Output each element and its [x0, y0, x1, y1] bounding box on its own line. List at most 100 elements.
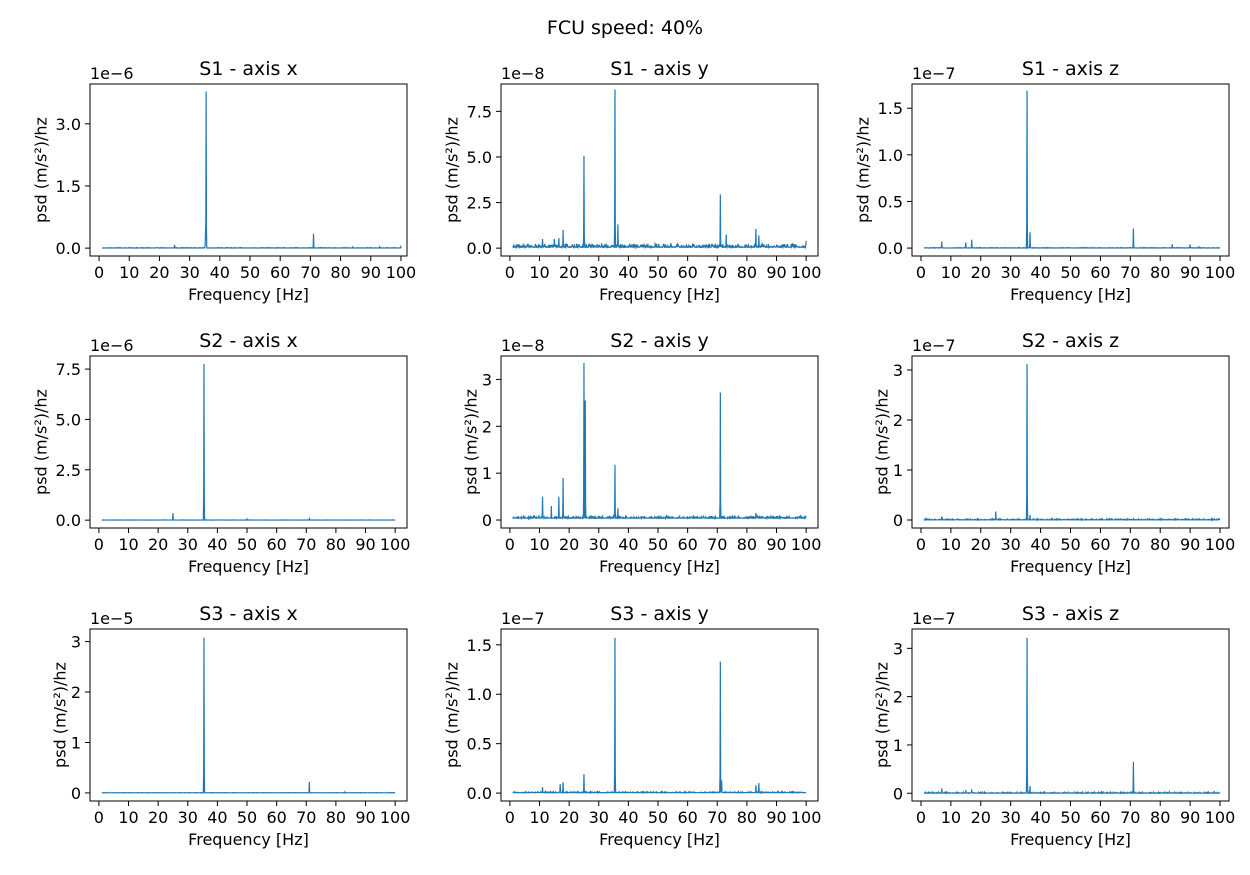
- y-tick-label: 0.5: [878, 192, 903, 211]
- plot-area: [912, 356, 1229, 528]
- y-tick-label: 1.0: [467, 685, 492, 704]
- x-axis-label: Frequency [Hz]: [599, 557, 720, 576]
- x-tick-label: 70: [707, 808, 727, 827]
- x-tick-label: 0: [94, 535, 104, 554]
- x-tick-label: 20: [559, 535, 579, 554]
- y-axis-offset-text: 1e−8: [501, 336, 545, 355]
- x-tick-label: 10: [529, 535, 549, 554]
- plot-area: [90, 356, 407, 528]
- x-tick-label: 90: [1180, 808, 1200, 827]
- x-tick-label: 30: [179, 263, 199, 282]
- x-tick-label: 100: [386, 263, 417, 282]
- x-tick-label: 80: [326, 535, 346, 554]
- x-tick-label: 90: [355, 808, 375, 827]
- x-tick-label: 90: [1180, 535, 1200, 554]
- subplot-4: 0 10 20 30 40 50 60 70 80 90 100 0.0 2.5 5.0 7.5 S2 - a…: [32, 330, 411, 576]
- x-tick-label: 40: [210, 263, 230, 282]
- y-tick-label: 0.0: [467, 239, 492, 258]
- x-tick-label: 0: [505, 808, 515, 827]
- x-tick-label: 70: [707, 535, 727, 554]
- psd-series-line: [101, 637, 396, 794]
- x-tick-label: 30: [178, 535, 198, 554]
- y-tick-label: 0.0: [878, 239, 903, 258]
- figure-suptitle: FCU speed: 40%: [547, 17, 703, 39]
- x-tick-label: 0: [505, 263, 515, 282]
- y-tick-label: 0.0: [56, 239, 81, 258]
- x-tick-label: 20: [559, 808, 579, 827]
- x-tick-label: 0: [916, 535, 926, 554]
- y-tick-label: 2: [893, 411, 903, 430]
- subplot-7: 0 10 20 30 40 50 60 70 80 90 100 0 1 2 3 S3 - axis x 1e−…: [51, 603, 411, 849]
- x-tick-label: 30: [589, 535, 609, 554]
- x-tick-label: 60: [1090, 808, 1110, 827]
- x-tick-label: 90: [361, 263, 381, 282]
- x-tick-label: 40: [207, 808, 227, 827]
- x-tick-label: 40: [207, 535, 227, 554]
- x-tick-label: 10: [119, 263, 139, 282]
- y-tick-label: 0: [71, 784, 81, 803]
- x-tick-label: 100: [791, 535, 822, 554]
- x-tick-label: 100: [380, 808, 411, 827]
- x-tick-label: 80: [737, 263, 757, 282]
- x-tick-label: 80: [1150, 535, 1170, 554]
- x-tick-label: 50: [1060, 263, 1080, 282]
- subplot-title: S1 - axis y: [610, 58, 708, 80]
- x-tick-label: 80: [326, 808, 346, 827]
- x-tick-label: 90: [766, 535, 786, 554]
- subplot-1: 0 10 20 30 40 50 60 70 80 90 100 0.0 1.5 3.0 S1 - axis…: [32, 58, 417, 304]
- y-tick-label: 1: [482, 464, 492, 483]
- x-tick-label: 60: [677, 263, 697, 282]
- x-tick-label: 90: [766, 263, 786, 282]
- y-axis-label: psd (m/s²)/hz: [873, 662, 892, 768]
- x-tick-label: 80: [737, 535, 757, 554]
- subplot-title: S2 - axis z: [1022, 330, 1119, 352]
- psd-series-line: [101, 91, 402, 249]
- x-tick-label: 50: [1060, 535, 1080, 554]
- y-tick-label: 1: [71, 733, 81, 752]
- y-tick-label: 1.0: [878, 146, 903, 165]
- y-axis-offset-text: 1e−7: [501, 609, 545, 628]
- x-tick-label: 20: [148, 535, 168, 554]
- psd-series-line: [923, 637, 1221, 795]
- x-tick-label: 10: [941, 535, 961, 554]
- x-tick-label: 20: [148, 808, 168, 827]
- y-axis-label: psd (m/s²)/hz: [443, 117, 462, 223]
- x-tick-label: 10: [529, 263, 549, 282]
- y-axis-offset-text: 1e−8: [501, 64, 545, 83]
- x-tick-label: 40: [618, 808, 638, 827]
- y-axis-label: psd (m/s²)/hz: [443, 662, 462, 768]
- y-tick-label: 5.0: [467, 148, 492, 167]
- psd-series-line: [923, 90, 1221, 250]
- y-axis-label: psd (m/s²)/hz: [32, 117, 51, 223]
- x-tick-label: 40: [618, 535, 638, 554]
- x-tick-label: 30: [178, 808, 198, 827]
- x-tick-label: 80: [1150, 263, 1170, 282]
- y-axis-label: psd (m/s²)/hz: [51, 662, 70, 768]
- subplot-title: S3 - axis y: [610, 603, 708, 625]
- x-tick-label: 20: [971, 263, 991, 282]
- x-tick-label: 60: [677, 808, 697, 827]
- y-axis-offset-text: 1e−6: [90, 64, 134, 83]
- subplot-8: 0 10 20 30 40 50 60 70 80 90 100 0.0 0.5 1.0 1.5 S3 - a…: [443, 603, 822, 849]
- y-tick-label: 1.5: [467, 636, 492, 655]
- axes-frame: [500, 83, 819, 257]
- plot-area: [90, 629, 407, 801]
- x-axis-label: Frequency [Hz]: [1010, 830, 1131, 849]
- subplot-2: 0 10 20 30 40 50 60 70 80 90 100 0.0 2.5 5.0 7.5 S1 - a…: [443, 58, 822, 304]
- y-tick-label: 1.5: [878, 99, 903, 118]
- subplot-5: 0 10 20 30 40 50 60 70 80 90 100 0 1 2 3 S2 - axis y 1e−…: [462, 330, 822, 576]
- x-tick-label: 100: [1205, 808, 1236, 827]
- x-tick-label: 100: [1205, 535, 1236, 554]
- x-tick-label: 40: [1030, 263, 1050, 282]
- x-tick-label: 10: [118, 535, 138, 554]
- y-axis-label: psd (m/s²)/hz: [854, 117, 873, 223]
- x-tick-label: 60: [677, 535, 697, 554]
- y-tick-label: 0.0: [56, 511, 81, 530]
- x-tick-label: 30: [1001, 535, 1021, 554]
- x-axis-label: Frequency [Hz]: [188, 830, 309, 849]
- subplot-title: S3 - axis z: [1022, 603, 1119, 625]
- x-axis-label: Frequency [Hz]: [188, 557, 309, 576]
- x-tick-label: 20: [559, 263, 579, 282]
